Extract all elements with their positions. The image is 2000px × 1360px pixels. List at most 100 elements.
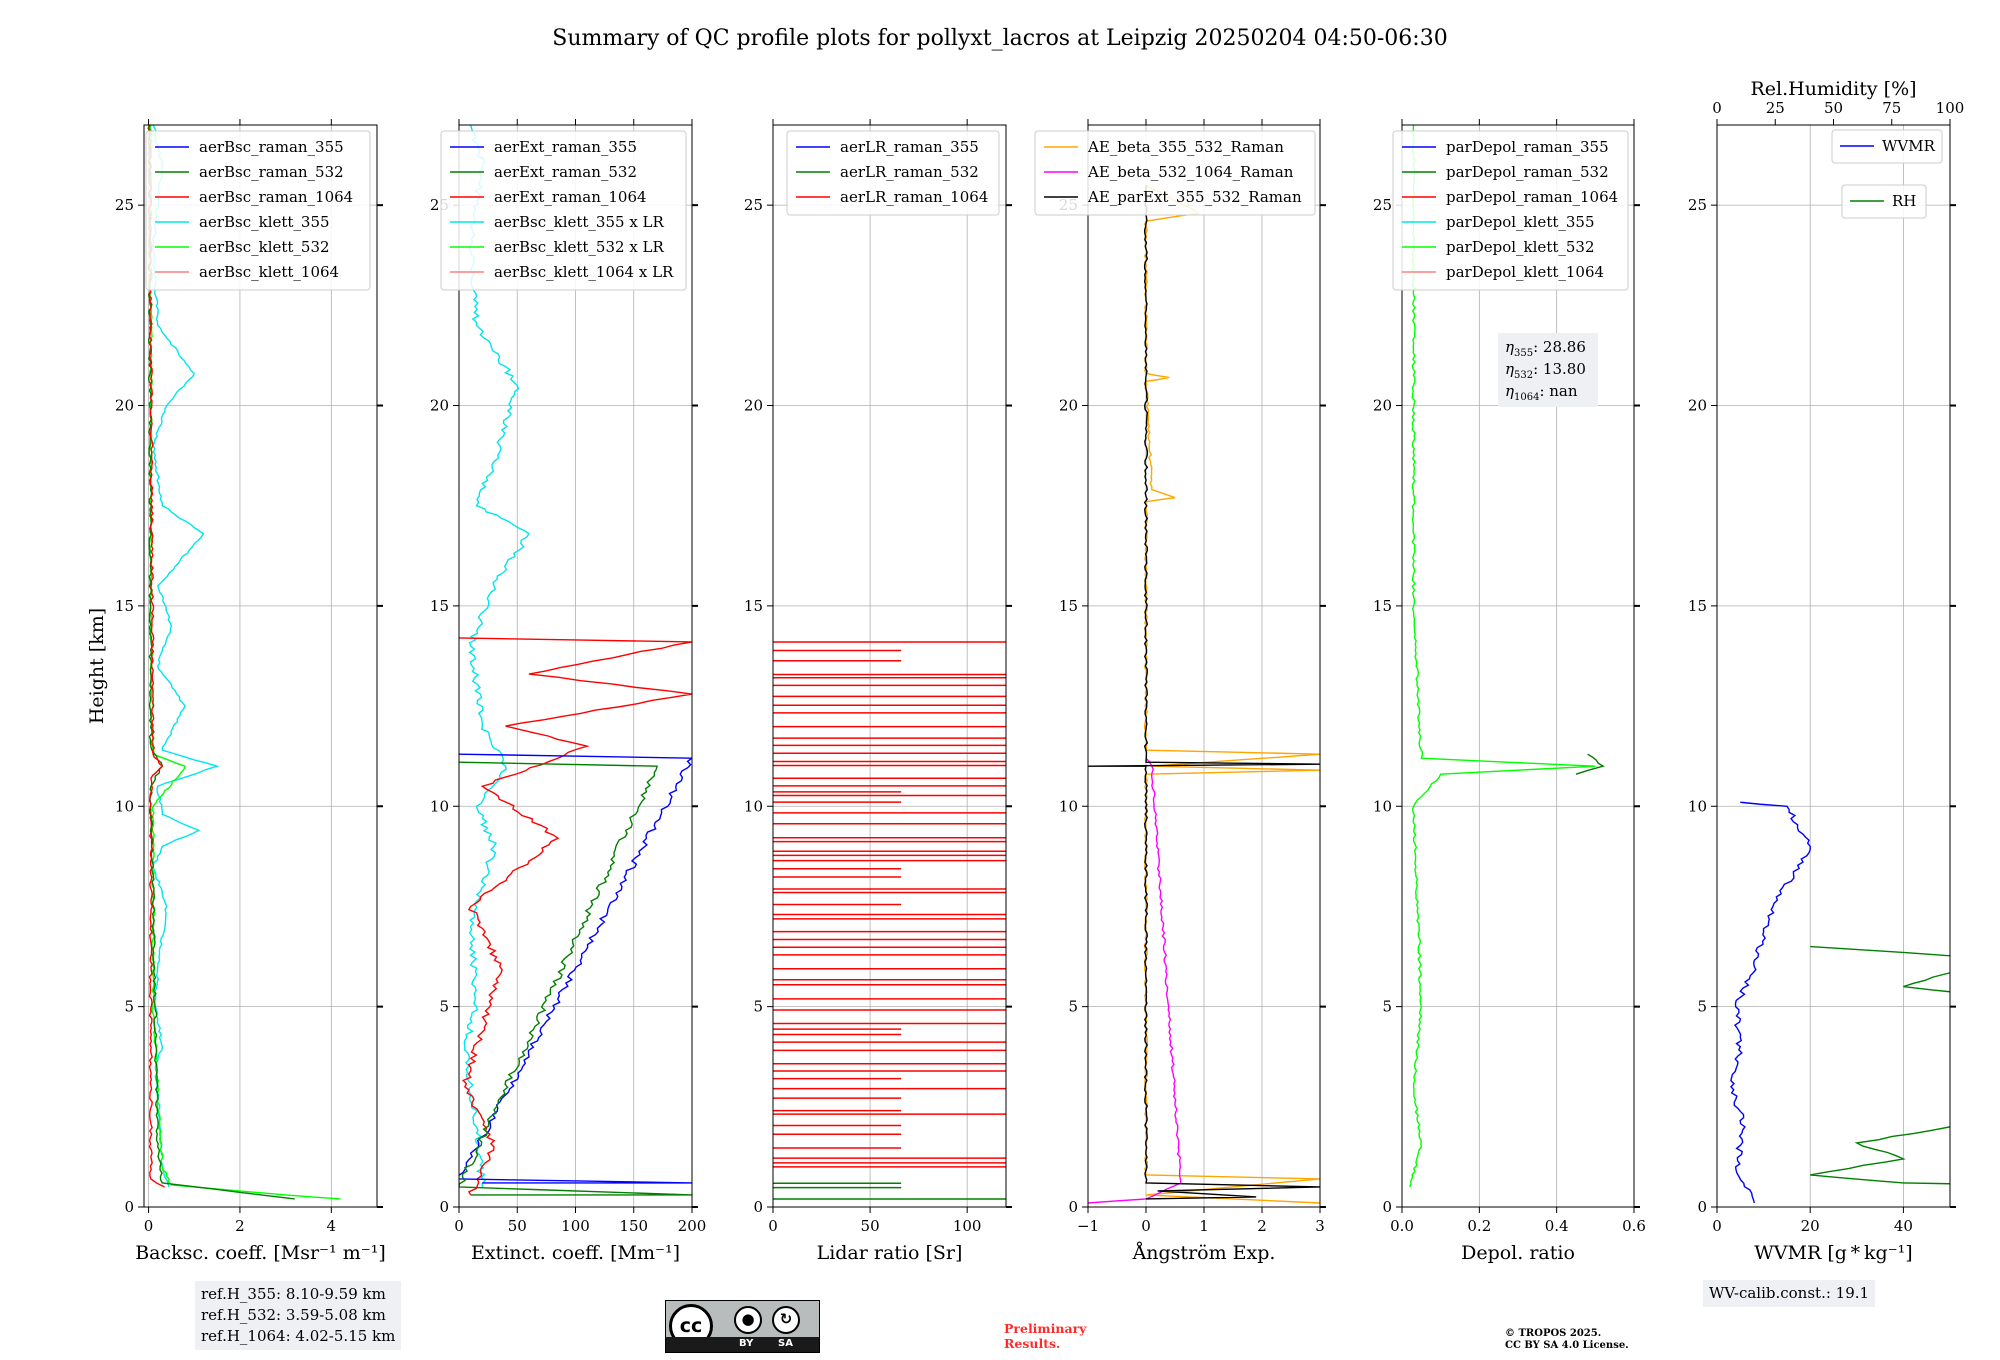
x-tick-label: 0: [1712, 1217, 1722, 1235]
legend-entry: WVMR: [1882, 137, 1936, 155]
y-tick-label: 15: [1373, 597, 1392, 615]
x-tick-label: 0: [1141, 1217, 1151, 1235]
y-tick-label: 25: [744, 196, 763, 214]
legend-entry: AE_beta_355_532_Raman: [1087, 138, 1284, 156]
x-tick-label: 100: [561, 1217, 590, 1235]
series-group: [147, 125, 341, 1200]
x-tick-label: 0: [144, 1217, 154, 1235]
legend-box: [786, 130, 1000, 216]
y-tick-label: 5: [1068, 998, 1078, 1016]
y-tick-label: 5: [1382, 998, 1392, 1016]
series-aerBsc_raman_532: [147, 125, 295, 1200]
y-tick-label: 15: [744, 597, 763, 615]
x-tick-label: 0.6: [1622, 1217, 1646, 1235]
y-tick-label: 25: [1688, 196, 1707, 214]
y-tick-label: 0: [753, 1198, 763, 1216]
y-tick-label: 10: [1059, 797, 1078, 815]
eta-1064: η1064: nan: [1505, 382, 1578, 403]
series-aerExt_raman_1064: [459, 637, 692, 1196]
legend-entry: parDepol_klett_532: [1446, 238, 1595, 256]
series-aerLR_raman_1064: [773, 641, 1006, 1168]
axes-frame: [1716, 124, 1951, 1208]
series-aerLR_raman_532: [773, 1182, 1006, 1200]
legend-entry: aerBsc_raman_355: [199, 138, 344, 156]
legend-entry: aerLR_raman_1064: [840, 188, 988, 206]
legend-entry: aerLR_raman_355: [840, 138, 979, 156]
copyright-line-2: CC BY SA 4.0 License.: [1505, 1340, 1629, 1351]
copyright-note: © TROPOS 2025. CC BY SA 4.0 License.: [1505, 1328, 1629, 1352]
panel-lidar_ratio: 0 50 100 Lidar ratio [Sr] 0 5 10 15 20 25 aerLR_ra…: [744, 119, 1012, 1264]
refh-1064: ref.H_1064: 4.02-5.15 km: [201, 1327, 396, 1345]
y-tick-label: 25: [1373, 196, 1392, 214]
y-tick-label: 10: [1688, 797, 1707, 815]
legend-entry: parDepol_klett_355: [1446, 213, 1595, 231]
legend-entry: aerBsc_raman_1064: [199, 188, 353, 206]
legend-box: [440, 130, 687, 291]
legend-entry: aerBsc_raman_532: [199, 163, 344, 181]
x-tick-label: 50: [508, 1217, 527, 1235]
legend-backscatter: aerBsc_raman_355 aerBsc_raman_532 aerBsc_r…: [145, 130, 371, 291]
preliminary-results-note: Preliminary Results.: [1004, 1321, 1086, 1351]
x-axis-label: WVMR [g * kg⁻¹]: [1754, 1242, 1912, 1264]
legend-entry: parDepol_klett_1064: [1446, 263, 1604, 281]
legend-entry: AE_beta_532_1064_Raman: [1087, 163, 1294, 181]
axes-frame: [772, 124, 1007, 1208]
series-parDepol_raman_532: [1575, 753, 1605, 775]
legend-entry: aerExt_raman_1064: [494, 188, 647, 206]
legend-box: [1831, 129, 1943, 164]
top-x-tick-label: 50: [1824, 99, 1843, 117]
x-tick-label: 0.4: [1545, 1217, 1569, 1235]
y-tick-label: 25: [115, 196, 134, 214]
series-aerBsc_raman_1064: [147, 125, 165, 1188]
eta-532: η532: 13.80: [1505, 360, 1586, 381]
x-axis-label: Extinct. coeff. [Mm⁻¹]: [471, 1242, 680, 1264]
legend-entry: aerBsc_klett_1064 x LR: [494, 263, 674, 281]
legend-entry: aerBsc_klett_355: [199, 213, 330, 231]
legend-entry: AE_parExt_355_532_Raman: [1087, 188, 1302, 206]
y-tick-label: 5: [124, 998, 134, 1016]
series-group: [1730, 801, 1950, 1204]
x-tick-label: 100: [953, 1217, 982, 1235]
reference-height-box: ref.H_355: 8.10-9.59 km ref.H_532: 3.59-…: [195, 1281, 402, 1350]
series-aerBsc_klett_355 x LR: [463, 125, 530, 1188]
y-tick-label: 5: [753, 998, 763, 1016]
legend-entry: aerBsc_klett_355 x LR: [494, 213, 665, 231]
x-tick-label: 20: [1801, 1217, 1820, 1235]
legend-entry: aerExt_raman_532: [494, 163, 637, 181]
cc-by-sa-logo: cc ● ↻ BY SA: [665, 1300, 820, 1353]
legend-lidar_ratio: aerLR_raman_355 aerLR_raman_532 aerLR_rama…: [786, 130, 1000, 216]
x-axis-label: Depol. ratio: [1461, 1242, 1575, 1264]
y-tick-label: 0: [124, 1198, 134, 1216]
panel-depol: 0.0 0.2 0.4 0.6 Depol. ratio 0 5 10 15 20 25 η355: …: [1373, 119, 1646, 1264]
top-x-tick-label: 25: [1766, 99, 1785, 117]
legend-entry: parDepol_raman_532: [1446, 163, 1609, 181]
figure-title: Summary of QC profile plots for pollyxt_…: [552, 26, 1447, 51]
wv-calib-const: WV-calib.const.: 19.1: [1709, 1284, 1870, 1302]
series-aerBsc_klett_355: [151, 125, 220, 1188]
series-AE_parExt_355_532_Raman: [1088, 185, 1320, 1200]
y-tick-label: 20: [1373, 397, 1392, 415]
x-tick-label: 0.0: [1390, 1217, 1414, 1235]
y-axis-label: Height [km]: [86, 608, 108, 724]
y-tick-label: 0: [1382, 1198, 1392, 1216]
series-group: [773, 641, 1006, 1200]
y-tick-label: 20: [1059, 397, 1078, 415]
legend-extinction: aerExt_raman_355 aerExt_raman_532 aerExt_r…: [440, 130, 687, 291]
series-RH: [1810, 945, 1950, 1185]
share-alike-icon: ↻: [772, 1306, 800, 1334]
x-tick-label: −1: [1077, 1217, 1099, 1235]
legend-depol: parDepol_raman_355 parDepol_raman_532 parD…: [1392, 130, 1629, 291]
axes-frame: [1401, 124, 1635, 1208]
cc-by-label: BY: [739, 1338, 754, 1349]
series-parDepol_klett_532: [1409, 125, 1596, 1188]
y-tick-label: 10: [744, 797, 763, 815]
y-tick-label: 5: [1697, 998, 1707, 1016]
series-AE_beta_532_1064_Raman: [1088, 757, 1182, 1204]
legend-entry: RH: [1892, 192, 1916, 210]
y-tick-label: 15: [1688, 597, 1707, 615]
top-x-tick-label: 100: [1936, 99, 1965, 117]
x-tick-label: 4: [327, 1217, 337, 1235]
eta-355: η355: 28.86: [1505, 338, 1586, 359]
